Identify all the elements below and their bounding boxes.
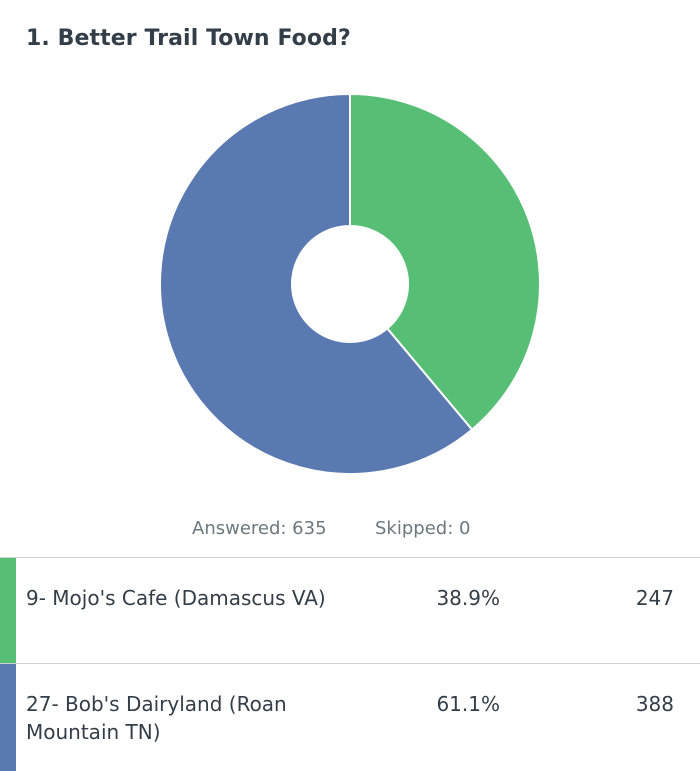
result-row-mojos-cafe: 9- Mojo's Cafe (Damascus VA) 38.9% 247	[0, 558, 700, 664]
choice-count: 388	[635, 692, 674, 716]
color-swatch	[0, 664, 16, 771]
donut-chart-svg	[159, 92, 541, 475]
color-swatch	[0, 558, 16, 663]
donut-slice-0	[349, 92, 541, 432]
donut-chart	[159, 92, 541, 475]
choice-percent: 61.1%	[436, 692, 500, 716]
answered-count: Answered: 635	[192, 518, 327, 539]
results-table: 9- Mojo's Cafe (Damascus VA) 38.9% 247 2…	[0, 557, 700, 771]
question-title: 1. Better Trail Town Food?	[26, 26, 351, 51]
choice-label: 9- Mojo's Cafe (Damascus VA)	[26, 586, 326, 610]
result-row-bobs-dairyland: 27- Bob's Dairyland (Roan Mountain TN) 6…	[0, 664, 700, 771]
choice-label: 27- Bob's Dairyland (Roan Mountain TN)	[26, 692, 287, 744]
choice-count: 247	[635, 586, 674, 610]
donut-slice-1	[159, 92, 474, 475]
skipped-count: Skipped: 0	[375, 518, 471, 539]
choice-percent: 38.9%	[436, 586, 500, 610]
